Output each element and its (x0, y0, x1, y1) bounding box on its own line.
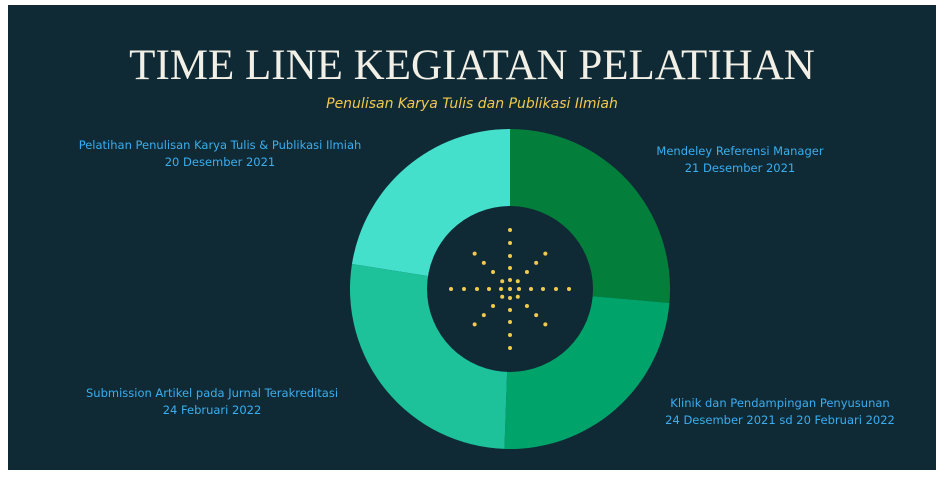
burst-dot (515, 294, 520, 299)
burst-dot (491, 270, 496, 275)
subtitle: Penulisan Karya Tulis dan Publikasi Ilmi… (326, 96, 618, 112)
burst-dot (481, 313, 486, 318)
burst-dot (508, 241, 512, 245)
burst-dot (567, 287, 571, 291)
burst-dot (475, 287, 479, 291)
burst-dot (517, 287, 521, 291)
burst-dot (487, 287, 491, 291)
burst-dot (500, 294, 505, 299)
item-label: Submission Artikel pada Jurnal Terakredi… (86, 386, 338, 400)
burst-dot (515, 279, 520, 284)
burst-dot (508, 254, 512, 258)
burst-dot (472, 251, 477, 256)
burst-dot (524, 270, 529, 275)
burst-dot (472, 322, 477, 327)
item-label: Pelatihan Penulisan Karya Tulis & Publik… (79, 138, 362, 152)
starburst (449, 228, 571, 350)
burst-dot (543, 322, 548, 327)
burst-dot (508, 320, 512, 324)
burst-dot (508, 308, 512, 312)
item-label: Mendeley Referensi Manager (656, 144, 823, 158)
burst-dot (534, 260, 539, 265)
burst-dot (508, 296, 512, 300)
burst-dot (534, 313, 539, 318)
title: TIME LINE KEGIATAN PELATIHAN (129, 42, 815, 89)
item-date: 24 Desember 2021 sd 20 Februari 2022 (665, 413, 895, 427)
burst-dot (500, 279, 505, 284)
burst-dot (554, 287, 558, 291)
burst-dot (508, 287, 512, 291)
item-label: Klinik dan Pendampingan Penyusunan (670, 396, 889, 410)
burst-dot (481, 260, 486, 265)
burst-dot (543, 251, 548, 256)
item-date: 20 Desember 2021 (165, 155, 276, 169)
burst-dot (491, 303, 496, 308)
burst-dot (449, 287, 453, 291)
burst-dot (541, 287, 545, 291)
item-date: 21 Desember 2021 (685, 161, 796, 175)
burst-dot (508, 228, 512, 232)
burst-dot (529, 287, 533, 291)
burst-dot (499, 287, 503, 291)
burst-dot (508, 266, 512, 270)
burst-dot (508, 333, 512, 337)
item-date: 24 Februari 2022 (163, 403, 262, 417)
burst-dot (524, 303, 529, 308)
burst-dot (508, 346, 512, 350)
burst-dot (462, 287, 466, 291)
burst-dot (508, 278, 512, 282)
